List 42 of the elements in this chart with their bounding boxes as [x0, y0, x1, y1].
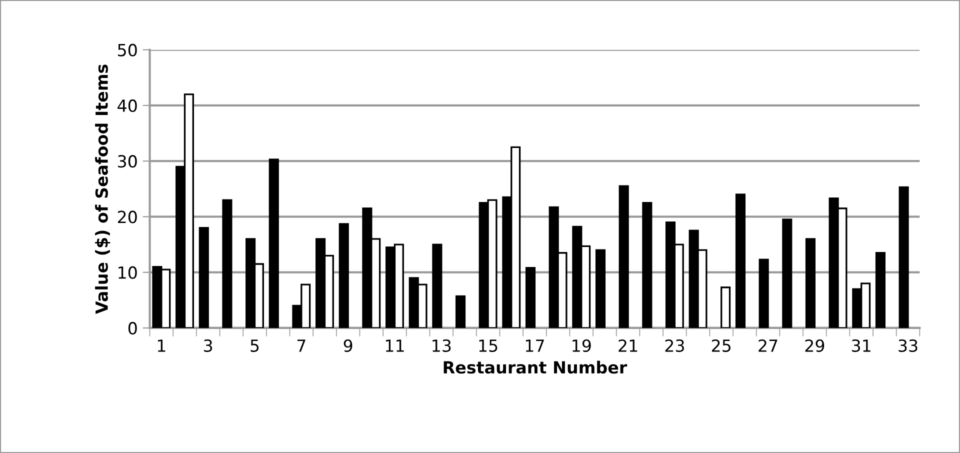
bar [338, 223, 349, 328]
y-tick-label: 30 [118, 155, 137, 168]
y-tick-label: 50 [118, 44, 137, 56]
x-tick-label: 5 [250, 340, 259, 352]
x-tick-label: 21 [618, 339, 638, 352]
bar [525, 267, 536, 328]
x-tick-label: 33 [898, 339, 918, 352]
x-tick-label: 29 [805, 339, 824, 352]
x-tick-label: 17 [526, 340, 544, 352]
y-tick-label: 0 [128, 322, 137, 335]
bar [618, 185, 629, 328]
bar [782, 218, 792, 328]
x-tick-label: 15 [479, 340, 498, 352]
x-axis-title: Restaurant Number [444, 360, 628, 374]
bar [720, 286, 731, 328]
x-tick-label: 1 [158, 340, 166, 352]
x-tick-label: 13 [432, 339, 451, 352]
x-tick-label: 9 [344, 339, 352, 352]
bar [432, 244, 442, 328]
x-tick-label: 23 [665, 339, 684, 352]
bar [595, 249, 606, 328]
bar [758, 258, 769, 328]
x-tick-label: 27 [758, 339, 778, 352]
x-tick-label: 25 [712, 339, 731, 352]
bar [455, 295, 466, 328]
bar [222, 199, 232, 328]
x-tick-label: 31 [852, 339, 870, 352]
bar [198, 227, 209, 328]
bar [898, 186, 909, 328]
y-axis-title: Value ($) of Seafood Items [95, 64, 110, 314]
bar [875, 252, 886, 328]
x-tick-label: 19 [572, 339, 591, 352]
bar [805, 238, 816, 328]
bar [735, 194, 746, 328]
bar [268, 158, 279, 328]
y-tick-label: 40 [118, 99, 137, 112]
y-tick-label: 10 [118, 266, 137, 279]
x-tick-label: 3 [204, 339, 212, 352]
bar [642, 202, 652, 328]
x-tick-label: 11 [386, 340, 404, 352]
x-tick-label: 7 [297, 340, 306, 352]
y-tick-label: 20 [118, 210, 137, 224]
